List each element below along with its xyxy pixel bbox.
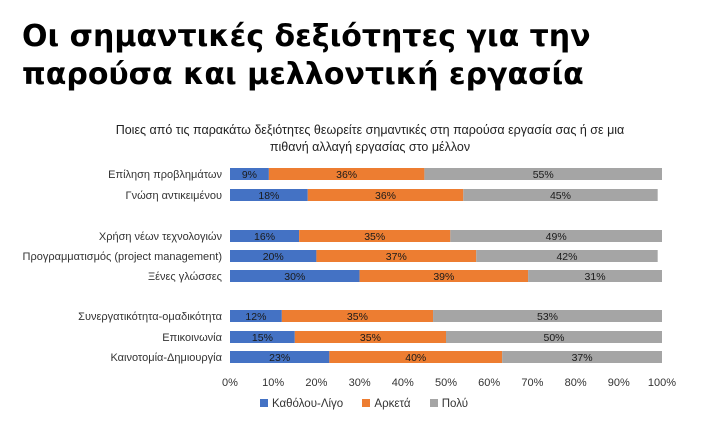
data-label: 40%: [405, 352, 426, 364]
data-label: 31%: [585, 271, 606, 283]
bar-segment-series-0: [230, 331, 295, 343]
legend-swatch-not-at-all: [259, 399, 268, 407]
x-tick-label: 60%: [478, 377, 500, 389]
chart-title-line-1: Ποιες από τις παρακάτω δεξιότητες θεωρεί…: [115, 123, 625, 137]
bar-segment-series-2: [450, 230, 662, 242]
data-label: 23%: [269, 352, 290, 364]
bar-segment-series-1: [359, 270, 529, 282]
data-label: 53%: [537, 311, 558, 323]
data-label: 36%: [336, 169, 357, 181]
bar-segment-series-0: [230, 250, 317, 262]
legend-swatch-very: [429, 399, 438, 407]
data-label: 18%: [258, 190, 279, 202]
bar-segment-series-1: [329, 351, 503, 363]
data-label: 30%: [284, 271, 305, 283]
bar-segment-series-2: [433, 310, 662, 322]
bar-segment-series-0: [230, 310, 282, 322]
bar-segment-series-2: [476, 250, 658, 262]
bar-segment-series-1: [316, 250, 477, 262]
bar-segment-series-0: [230, 230, 300, 242]
category-label: Χρήση νέων τεχνολογιών: [99, 231, 223, 243]
data-label: 35%: [364, 231, 385, 243]
x-tick-label: 0%: [222, 377, 238, 389]
x-tick-label: 30%: [349, 377, 371, 389]
category-label: Συνεργατικότητα-ομαδικότητα: [78, 311, 222, 323]
x-tick-label: 70%: [521, 377, 543, 389]
data-label: 50%: [543, 332, 564, 344]
category-label: Γνώση αντικειμένου: [126, 190, 222, 202]
legend-item-enough: Αρκετά: [362, 398, 411, 410]
category-label: Προγραμματισμός (project management): [23, 251, 222, 263]
data-label: 9%: [242, 169, 257, 181]
data-label: 49%: [546, 231, 567, 243]
bar-segment-series-1: [299, 230, 451, 242]
x-tick-label: 90%: [608, 377, 630, 389]
legend-label-not-at-all: Καθόλου-Λίγο: [271, 398, 344, 410]
bar-segment-series-2: [502, 351, 662, 363]
category-label: Ξένες γλώσσες: [148, 271, 222, 283]
data-label: 12%: [245, 311, 266, 323]
chart-title: Ποιες από τις παρακάτω δεξιότητες θεωρεί…: [60, 122, 680, 156]
data-label: 15%: [252, 332, 273, 344]
page-title: Οι σημαντικές δεξιότητες για την παρούσα…: [22, 18, 712, 94]
legend-item-not-at-all: Καθόλου-Λίγο: [259, 398, 344, 410]
bar-segment-series-0: [230, 168, 269, 180]
category-label: Καινοτομία-Δημιουργία: [110, 352, 222, 364]
page-title-line-1: Οι σημαντικές δεξιότητες για την: [22, 19, 591, 54]
legend-label-enough: Αρκετά: [374, 398, 411, 410]
category-label: Επικοινωνία: [162, 332, 222, 344]
x-tick-label: 20%: [305, 377, 327, 389]
bar-segment-series-2: [528, 270, 662, 282]
bar-segment-series-2: [446, 331, 662, 343]
chart-legend: Καθόλου-Λίγο Αρκετά Πολύ: [0, 398, 728, 410]
bar-segment-series-2: [463, 189, 658, 201]
bar-segment-series-0: [230, 270, 360, 282]
legend-item-very: Πολύ: [429, 398, 468, 410]
bar-segment-series-2: [424, 168, 662, 180]
data-label: 16%: [254, 231, 275, 243]
data-label: 37%: [386, 251, 407, 263]
data-label: 42%: [556, 251, 577, 263]
x-tick-label: 80%: [565, 377, 587, 389]
data-label: 55%: [533, 169, 554, 181]
bar-segment-series-1: [268, 168, 425, 180]
bar-segment-series-1: [307, 189, 464, 201]
data-label: 20%: [263, 251, 284, 263]
x-tick-label: 40%: [392, 377, 414, 389]
data-label: 36%: [375, 190, 396, 202]
chart-title-line-2: πιθανή αλλαγή εργασίας στο μέλλον: [269, 140, 471, 154]
bar-segment-series-1: [294, 331, 446, 343]
data-label: 35%: [347, 311, 368, 323]
data-label: 35%: [360, 332, 381, 344]
legend-swatch-enough: [362, 399, 371, 407]
data-label: 39%: [433, 271, 454, 283]
x-tick-label: 50%: [435, 377, 457, 389]
category-label: Επίληση προβλημάτων: [108, 169, 222, 181]
data-label: 37%: [572, 352, 593, 364]
legend-label-very: Πολύ: [441, 398, 468, 410]
bar-segment-series-0: [230, 189, 308, 201]
data-label: 45%: [550, 190, 571, 202]
x-tick-label: 100%: [648, 377, 676, 389]
bar-segment-series-1: [281, 310, 434, 322]
bar-segment-series-0: [230, 351, 330, 363]
page-title-line-2: παρούσα και μελλοντική εργασία: [22, 57, 584, 92]
x-tick-label: 10%: [262, 377, 284, 389]
